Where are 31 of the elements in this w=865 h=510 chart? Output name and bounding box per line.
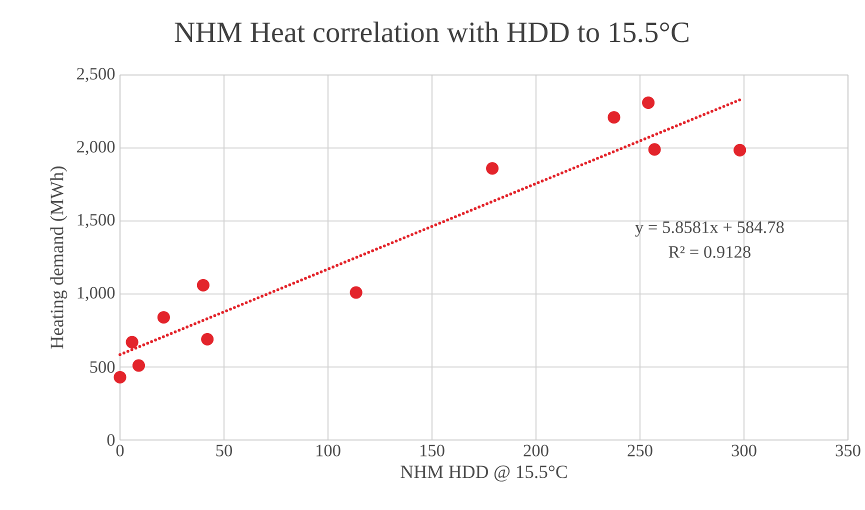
x-tick-label: 150 (420, 444, 444, 456)
point (648, 143, 661, 156)
point (734, 144, 746, 156)
annotation: y = 5.8581x + 584.78 (635, 221, 784, 237)
x-tick-label: 200 (524, 444, 548, 456)
y-tick-label: 0 (107, 434, 115, 446)
point (486, 162, 499, 175)
y-tick-label: 500 (90, 361, 115, 373)
annotation: R² = 0.9128 (668, 246, 750, 258)
y-axis-title: Heating demand (MWh) (50, 166, 68, 349)
y-tick-label: 2,000 (77, 140, 115, 156)
x-tick-label: 0 (116, 444, 124, 456)
point (608, 111, 620, 124)
x-tick-label: 50 (216, 444, 232, 456)
x-axis-title: NHM HDD @ 15.5°C (400, 466, 567, 482)
point (196, 278, 210, 292)
point (132, 359, 145, 372)
y-tick-label: 2,500 (77, 68, 115, 82)
y-tick-label: 1,000 (78, 286, 115, 302)
x-tick-label: 100 (316, 444, 340, 456)
chart-title: NHM Heat correlation with HDD to 15.5°C (174, 22, 688, 42)
point (157, 311, 170, 324)
x-tick-label: 300 (732, 444, 756, 456)
x-tick-label: 250 (628, 444, 652, 456)
point (126, 336, 138, 348)
point (201, 332, 214, 346)
point (350, 286, 362, 299)
point (642, 96, 655, 110)
point (114, 370, 126, 384)
x-tick-label: 350 (836, 444, 860, 456)
y-tick-label: 1,500 (78, 214, 115, 228)
